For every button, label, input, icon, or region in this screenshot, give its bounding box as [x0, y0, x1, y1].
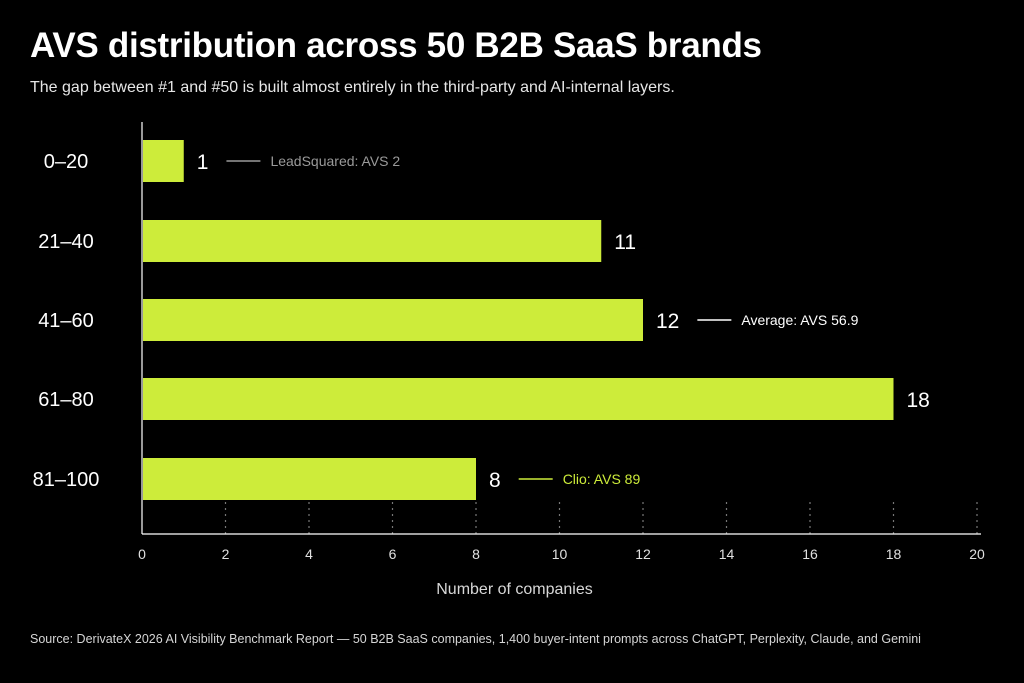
x-tick-label: 16 — [802, 546, 818, 562]
bar — [143, 458, 476, 500]
x-tick-label: 12 — [635, 546, 651, 562]
x-tick-label: 18 — [886, 546, 902, 562]
x-tick-label: 8 — [472, 546, 480, 562]
x-tick-label: 4 — [305, 546, 313, 562]
data-label: 1 — [197, 151, 209, 174]
x-tick-label: 10 — [552, 546, 568, 562]
category-label: 0–20 — [44, 151, 89, 173]
bar — [143, 140, 184, 182]
x-tick-label: 2 — [222, 546, 230, 562]
annotation-label: Average: AVS 56.9 — [741, 312, 858, 328]
x-tick-label: 14 — [719, 546, 735, 562]
x-axis-label: Number of companies — [436, 581, 593, 598]
chart-subtitle: The gap between #1 and #50 is built almo… — [30, 79, 675, 96]
bar — [143, 220, 602, 262]
category-label: 41–60 — [38, 310, 94, 332]
annotation-label: LeadSquared: AVS 2 — [270, 153, 400, 169]
x-tick-label: 6 — [389, 546, 397, 562]
category-label: 21–40 — [38, 231, 94, 253]
x-tick-label: 20 — [969, 546, 985, 562]
data-label: 12 — [656, 310, 679, 333]
data-label: 18 — [907, 389, 930, 412]
source-note: Source: DerivateX 2026 AI Visibility Ben… — [30, 632, 921, 646]
x-tick-label: 0 — [138, 546, 146, 562]
category-label: 61–80 — [38, 389, 94, 411]
category-label: 81–100 — [33, 469, 100, 491]
bar — [143, 299, 643, 341]
bar — [143, 378, 894, 420]
data-label: 11 — [614, 231, 636, 254]
data-label: 8 — [489, 469, 501, 492]
chart-title: AVS distribution across 50 B2B SaaS bran… — [30, 26, 762, 65]
annotation-label: Clio: AVS 89 — [563, 471, 641, 487]
